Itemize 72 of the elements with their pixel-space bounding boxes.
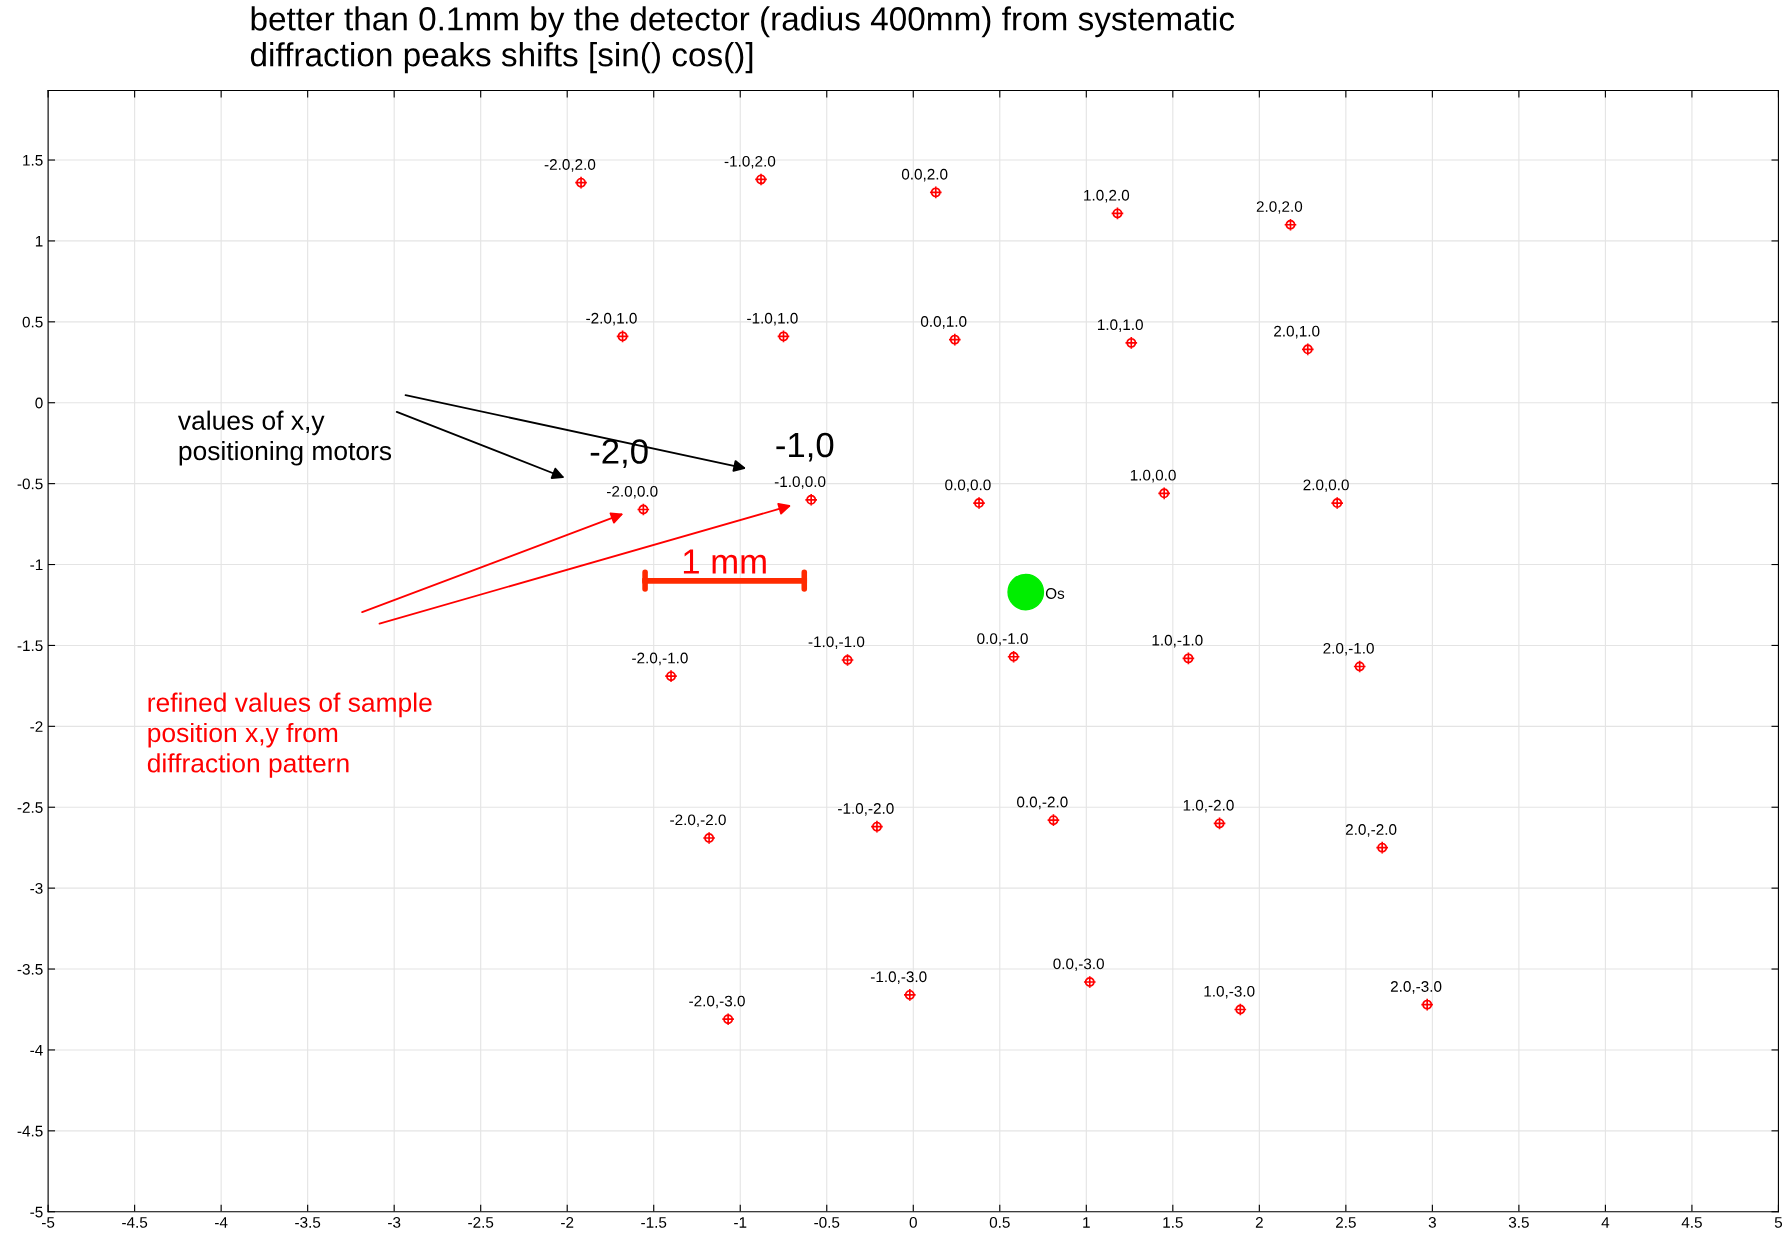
y-tick-label: 1	[35, 235, 43, 247]
x-tick-label: 2	[1255, 1217, 1263, 1228]
data-label: 0.0,-2.0	[1017, 796, 1068, 810]
y-tick-label: -3	[30, 883, 43, 894]
y-tick-label: 0	[35, 397, 43, 409]
y-tick-label: -0.5	[17, 478, 43, 490]
data-label: -2.0,1.0	[586, 312, 637, 326]
data-label: 0.0,2.0	[901, 168, 948, 182]
y-tick-label: 0.5	[22, 316, 43, 328]
x-tick-label: 0	[909, 1217, 917, 1228]
data-label: -1.0,2.0	[724, 155, 776, 169]
x-tick-label: 4	[1601, 1217, 1610, 1228]
data-label: 1.0,1.0	[1097, 319, 1143, 332]
x-tick-label: -3.5	[295, 1217, 321, 1228]
x-tick-label: -4	[215, 1217, 228, 1228]
x-tick-label: -1.5	[641, 1217, 667, 1228]
data-label: 1.0,2.0	[1084, 189, 1130, 203]
data-label: -1.0,-1.0	[808, 636, 865, 650]
data-label: 2.0,-2.0	[1345, 824, 1397, 837]
x-tick-label: 3.5	[1508, 1217, 1529, 1228]
x-tick-label: -3	[388, 1217, 401, 1228]
y-tick-label: -4.5	[17, 1125, 43, 1137]
y-tick-label: -4	[30, 1044, 43, 1056]
data-label: 2.0,1.0	[1274, 325, 1320, 339]
annotation: values of x,y positioning motors	[177, 410, 392, 466]
data-label: 1.0,-2.0	[1183, 799, 1234, 813]
data-label: Os	[1045, 588, 1065, 599]
data-label: -1.0,0.0	[774, 476, 826, 489]
data-label: -2.0,2.0	[544, 159, 596, 172]
y-tick-label: -3.5	[17, 963, 43, 975]
data-label: -2.0,-1.0	[632, 652, 688, 666]
data-label: -2.0,-3.0	[689, 995, 745, 1009]
y-tick-label: -2.5	[17, 802, 43, 813]
data-label: -1.0,-3.0	[870, 971, 927, 984]
annotation: refined values of sample position x,y from diffraction pattern	[147, 692, 432, 778]
y-tick-label: -1.5	[17, 640, 43, 652]
data-label: 0.0,0.0	[945, 479, 991, 493]
data-label: 0.0,-1.0	[977, 633, 1028, 646]
chart-title: better than 0.1mm by the detector (radius 400mm) from systematic diffraction peaks shifts [sin() cos()]	[250, 6, 1235, 74]
data-label: -2.0,-2.0	[670, 814, 726, 828]
data-label: -1.0,-2.0	[838, 803, 894, 816]
y-tick-label: -2	[30, 721, 43, 732]
data-label: 0.0,1.0	[920, 316, 967, 329]
data-label: 2.0,0.0	[1303, 479, 1349, 493]
x-tick-label: -0.5	[814, 1217, 840, 1228]
x-tick-label: 1.5	[1163, 1217, 1183, 1228]
data-label: 2.0,-1.0	[1323, 642, 1374, 656]
annotation: -2,0	[590, 439, 648, 468]
data-label: 0.0,-3.0	[1053, 958, 1104, 972]
data-label: -1.0,1.0	[747, 312, 798, 326]
y-tick-label: 1.5	[23, 155, 43, 166]
data-label: 1.0,0.0	[1130, 469, 1176, 483]
data-label: 2.0,2.0	[1256, 201, 1303, 214]
annotation: 1 mm	[683, 549, 766, 574]
x-tick-label: 2.5	[1336, 1217, 1356, 1228]
y-tick-label: -1	[30, 559, 43, 571]
x-tick-label: 1	[1083, 1217, 1090, 1228]
x-tick-label: -4.5	[122, 1217, 148, 1228]
x-tick-label: -1	[734, 1217, 747, 1228]
x-tick-label: 0.5	[989, 1217, 1010, 1228]
x-tick-label: 5	[1774, 1217, 1782, 1228]
x-tick-label: 4.5	[1681, 1217, 1702, 1228]
data-label: 1.0,-3.0	[1204, 985, 1255, 999]
x-tick-label: -2.5	[468, 1217, 494, 1228]
y-tick-label: -5	[30, 1206, 43, 1218]
data-label: 2.0,-3.0	[1390, 981, 1442, 994]
x-tick-label: -5	[42, 1217, 55, 1228]
annotation: -1,0	[776, 432, 834, 462]
x-tick-label: 3	[1428, 1217, 1436, 1228]
x-tick-label: -2	[561, 1217, 574, 1228]
data-label: 1.0,-1.0	[1152, 634, 1203, 648]
data-label: -2.0,0.0	[607, 485, 658, 499]
